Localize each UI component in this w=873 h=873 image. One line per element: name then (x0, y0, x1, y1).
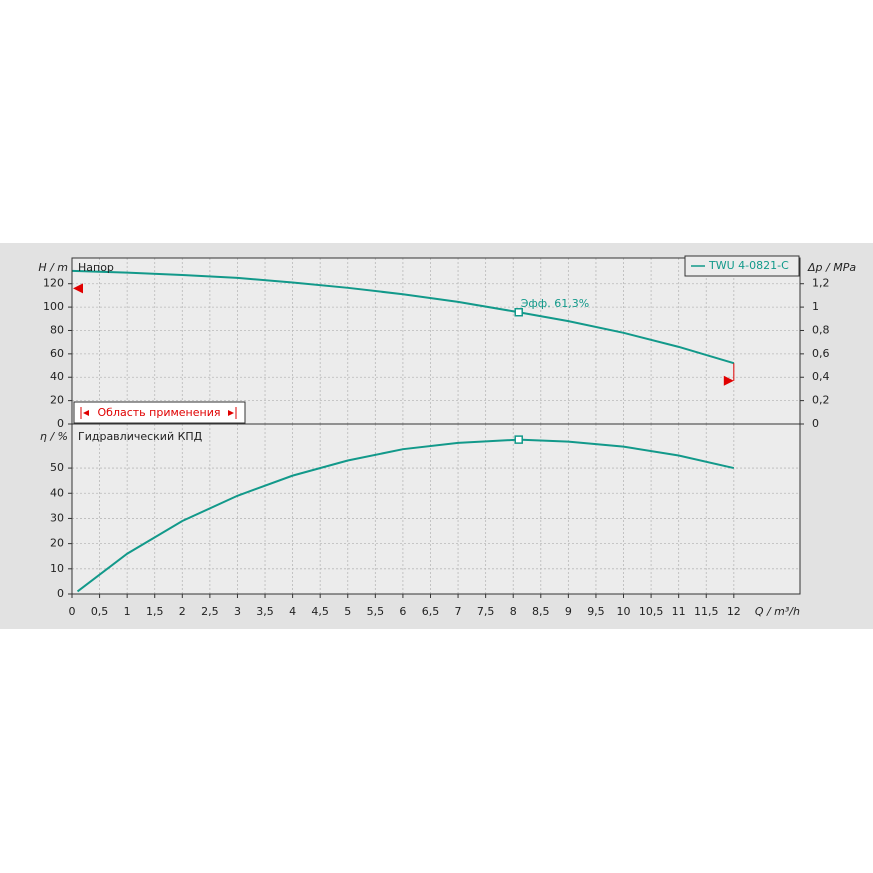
y-tick-label: 80 (50, 323, 64, 336)
x-tick-label: 6 (399, 605, 406, 618)
eff-subtitle: Гидравлический КПД (78, 430, 203, 443)
x-tick-label: 9 (565, 605, 572, 618)
x-tick-label: 10,5 (639, 605, 664, 618)
x-tick-label: 0,5 (91, 605, 109, 618)
y-tick-label: 40 (50, 370, 64, 383)
x-tick-label: 4 (289, 605, 296, 618)
y-axis-label: H / m (38, 261, 68, 274)
x-tick-label: 4,5 (311, 605, 329, 618)
y-tick-label: 50 (50, 461, 64, 474)
legend-box (684, 255, 800, 277)
x-tick-label: 5 (344, 605, 351, 618)
legend-label: TWU 4-0821-C (708, 259, 789, 272)
y-tick-label: 0 (57, 417, 64, 430)
x-tick-label: 7 (455, 605, 462, 618)
y-tick-label: 20 (50, 394, 64, 407)
y-axis-label: η / % (40, 430, 68, 443)
y2-tick-label: 1 (812, 300, 819, 313)
duty-point (514, 435, 523, 444)
range-marker (723, 375, 734, 386)
x-tick-label: 6,5 (422, 605, 440, 618)
y-tick-label: 0 (57, 587, 64, 600)
marks (71, 269, 735, 593)
y2-tick-label: 0,6 (812, 347, 830, 360)
y2-tick-label: 0,4 (812, 370, 830, 383)
x-tick-label: 3 (234, 605, 241, 618)
x-tick-label: 10 (617, 605, 631, 618)
x-tick-label: 1 (124, 605, 131, 618)
y-tick-label: 30 (50, 511, 64, 524)
x-tick-label: 11,5 (694, 605, 719, 618)
x-tick-label: 8 (510, 605, 517, 618)
y-tick-label: 20 (50, 537, 64, 550)
range-marker (73, 283, 83, 294)
y-tick-label: 120 (43, 277, 64, 290)
range-label: Область применения (98, 406, 221, 419)
y2-tick-label: 1,2 (812, 277, 830, 290)
y-tick-label: 10 (50, 562, 64, 575)
x-tick-label: 5,5 (367, 605, 385, 618)
y2-tick-label: 0,8 (812, 323, 830, 336)
head-subtitle: Напор (78, 261, 114, 274)
y-tick-label: 100 (43, 300, 64, 313)
range-arrow (228, 410, 234, 416)
y2-axis-label: Δp / MPa (807, 261, 856, 274)
x-tick-label: 3,5 (256, 605, 274, 618)
x-tick-label: 1,5 (146, 605, 164, 618)
x-tick-label: 11 (672, 605, 686, 618)
curve (76, 438, 735, 593)
x-axis-label: Q / m³/h (755, 605, 800, 618)
curve (71, 269, 735, 365)
x-tick-label: 2 (179, 605, 186, 618)
x-tick-label: 7,5 (477, 605, 495, 618)
x-tick-label: 8,5 (532, 605, 550, 618)
x-tick-label: 2,5 (201, 605, 219, 618)
y2-tick-label: 0 (812, 417, 819, 430)
eff-frame (71, 423, 801, 595)
duty-point (514, 307, 523, 317)
range-arrow (83, 410, 89, 416)
range-box (73, 401, 246, 424)
duty-label: Эфф. 61,3% (521, 297, 589, 310)
y-tick-label: 40 (50, 486, 64, 499)
x-tick-label: 12 (727, 605, 741, 618)
y-tick-label: 60 (50, 347, 64, 360)
y2-tick-label: 0,2 (812, 394, 830, 407)
x-tick-label: 0 (69, 605, 76, 618)
x-tick-label: 9,5 (587, 605, 605, 618)
